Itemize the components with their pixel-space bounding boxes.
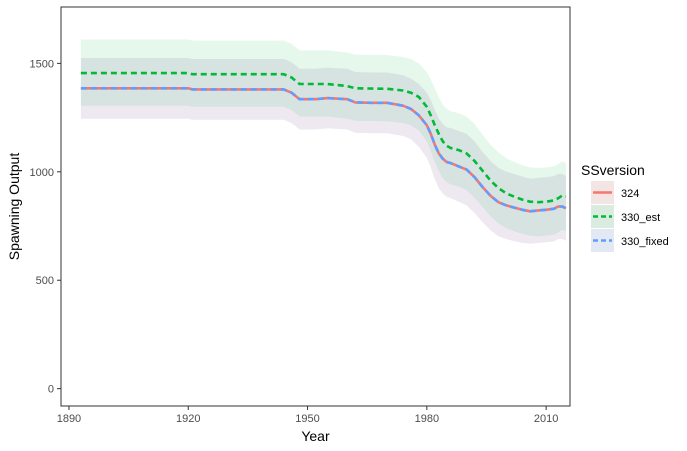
y-tick-label: 1500 — [30, 58, 54, 70]
legend-label-330_est: 330_est — [621, 212, 660, 224]
y-axis-ticks: 0 500 1000 1500 — [30, 58, 61, 396]
y-axis-title: Spawning Output — [6, 153, 22, 261]
x-tick-label: 1920 — [176, 413, 200, 425]
legend-label-330_fixed: 330_fixed — [621, 236, 669, 248]
y-tick-label: 500 — [36, 275, 54, 287]
x-tick-label: 2010 — [534, 413, 558, 425]
y-tick-label: 1000 — [30, 167, 54, 179]
line-330_est — [80, 71, 567, 204]
x-axis-ticks: 1890 1920 1950 1980 2010 — [57, 406, 558, 425]
legend-title: SSversion — [581, 162, 645, 178]
band-324 — [80, 58, 567, 244]
x-axis-title: Year — [301, 428, 330, 444]
y-tick-label: 0 — [48, 384, 54, 396]
legend: SSversion 324 330_est 330_fixed — [581, 162, 669, 252]
x-tick-label: 1980 — [415, 413, 439, 425]
x-tick-label: 1890 — [57, 413, 81, 425]
series-lines — [80, 71, 567, 213]
band-330_fixed — [80, 58, 567, 244]
plot-panel-border — [60, 6, 571, 407]
legend-label-324: 324 — [621, 188, 639, 200]
line-330_fixed — [80, 87, 567, 213]
x-tick-label: 1950 — [295, 413, 319, 425]
